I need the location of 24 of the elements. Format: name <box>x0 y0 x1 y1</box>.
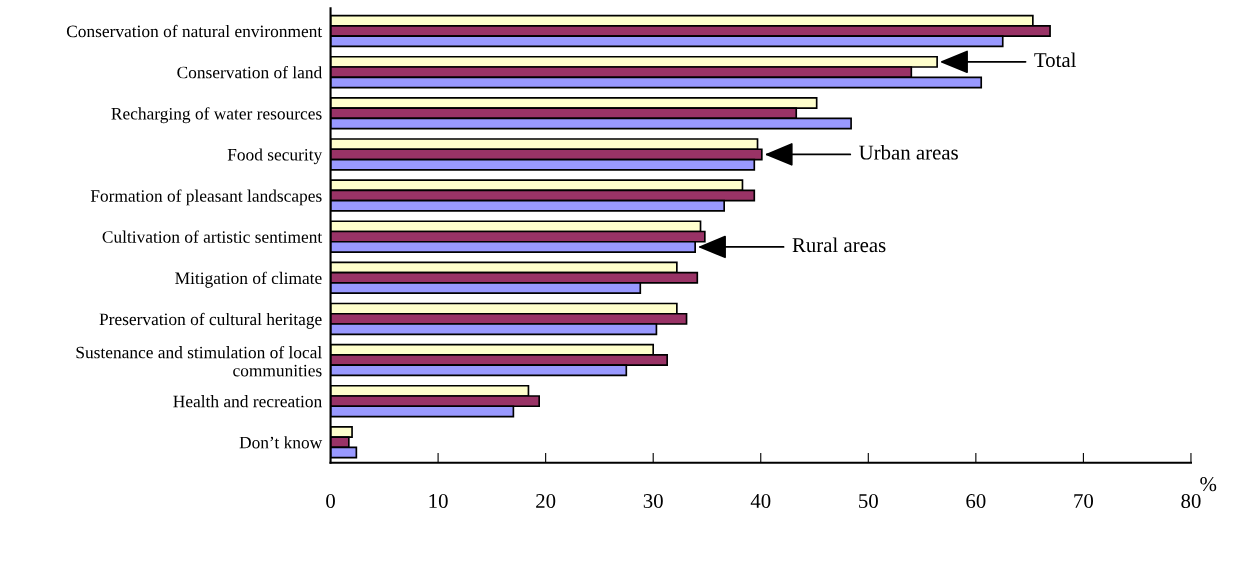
x-axis-title: % <box>1200 477 1217 492</box>
y-tick-label: Recharging of water resources <box>111 107 322 124</box>
y-tick-label: Cultivation of artistic sentiment <box>102 230 323 243</box>
x-tick-label: 20 <box>536 493 556 509</box>
x-tick-label: 60 <box>966 493 986 509</box>
x-tick-label: 70 <box>1074 493 1094 509</box>
y-tick-label: Food security <box>227 148 323 165</box>
y-tick-label: Sustenance and stimulation of local communities <box>76 345 322 377</box>
x-tick-label: 30 <box>643 493 663 509</box>
x-tick-label: 10 <box>429 493 448 509</box>
y-tick-label: Health and recreation <box>173 395 322 408</box>
legend-label: Total <box>1034 52 1077 68</box>
y-tick-label: Conservation of land <box>177 65 322 79</box>
y-tick-label: Preservation of cultural heritage <box>99 312 322 329</box>
y-tick-label: Don’t know <box>239 436 323 449</box>
legend-label: Rural areas <box>792 237 886 253</box>
x-tick-label: 50 <box>859 493 878 509</box>
y-tick-label: Conservation of natural environment <box>66 24 323 38</box>
x-tick-label: 40 <box>750 493 771 509</box>
y-tick-label: Mitigation of climate <box>175 271 322 288</box>
y-tick-label: Formation of pleasant landscapes <box>90 189 322 206</box>
x-tick-label: 0 <box>326 493 335 509</box>
x-tick-label: 80 <box>1181 493 1201 509</box>
legend-label: Urban areas <box>859 144 958 160</box>
